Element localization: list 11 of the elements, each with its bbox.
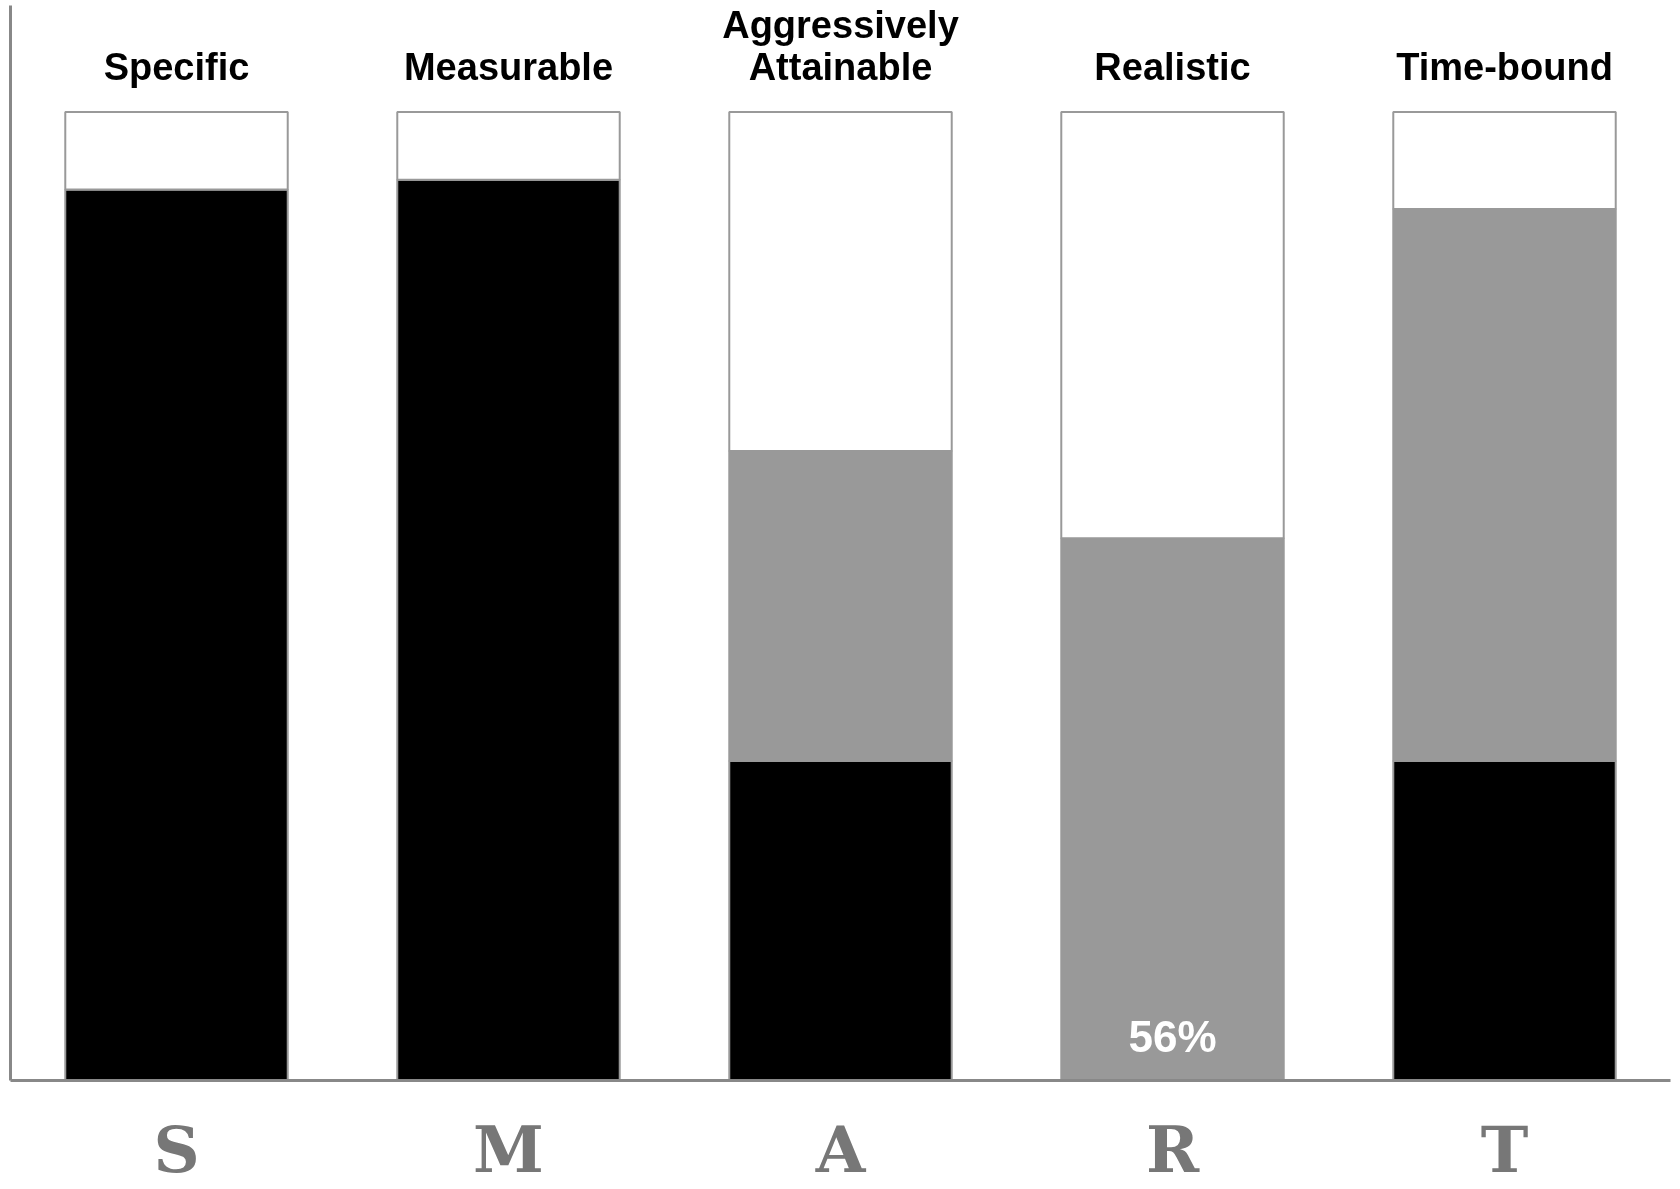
annotation: Aggressively Attainable <box>722 3 959 88</box>
x-tick-label: A <box>814 1111 867 1187</box>
annotation: Specific <box>103 45 250 88</box>
x-tick-label: S <box>153 1111 200 1187</box>
annotation: Measurable <box>403 45 614 88</box>
data-label: 56% <box>1128 1012 1217 1062</box>
annotation: Time-bound <box>1396 45 1613 88</box>
x-tick-label: R <box>1145 1111 1200 1187</box>
x-tick-label: T <box>1480 1111 1529 1187</box>
annotation: Realistic <box>1094 45 1251 88</box>
x-tick-label: M <box>473 1111 544 1187</box>
